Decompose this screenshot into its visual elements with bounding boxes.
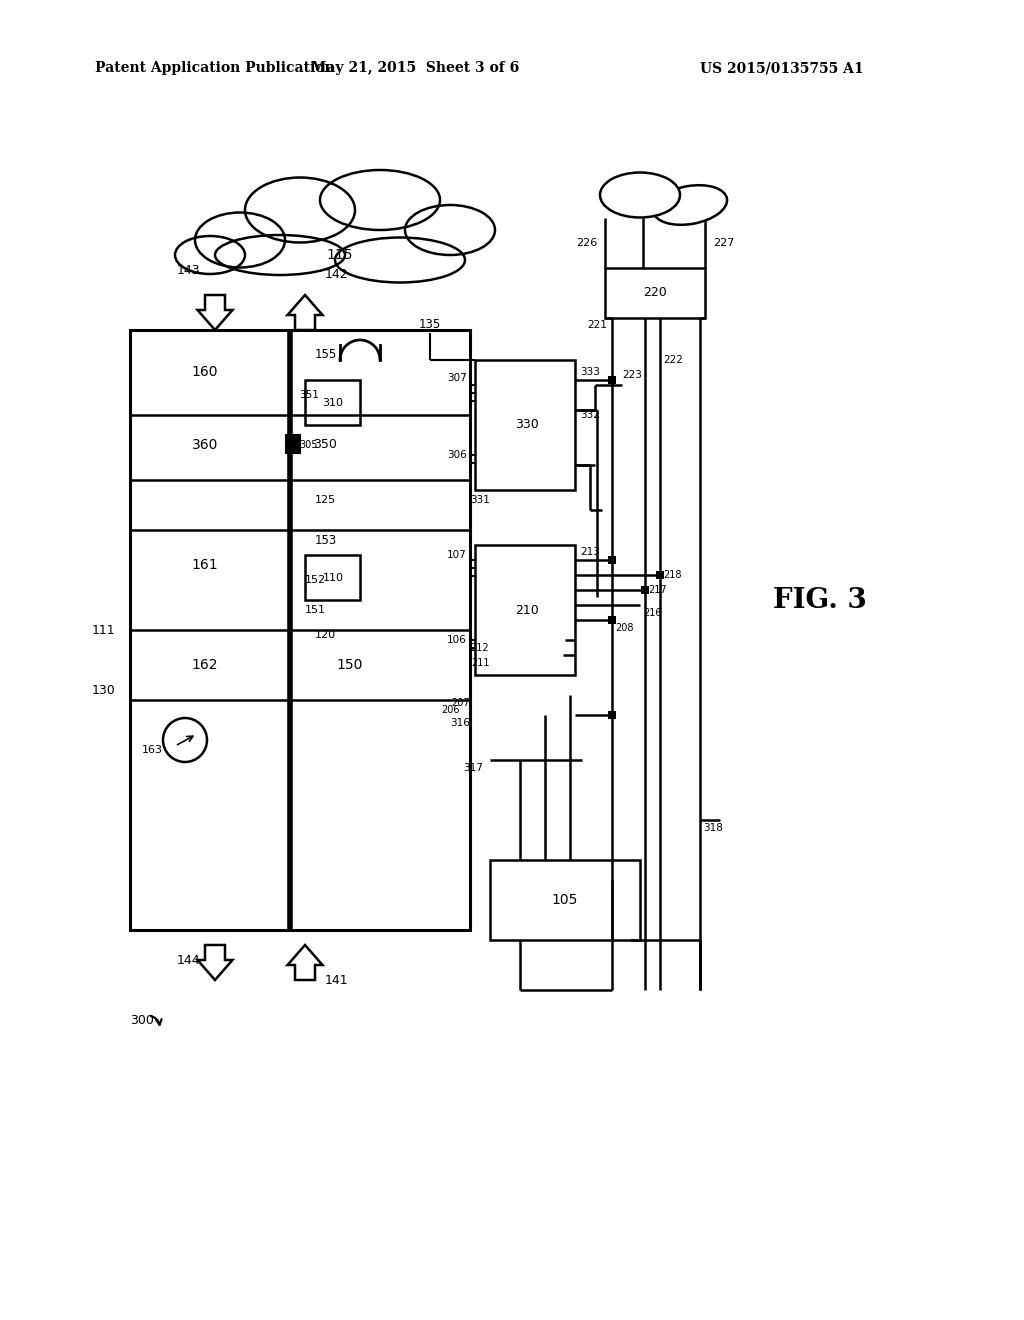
Text: 216: 216	[643, 609, 662, 618]
FancyArrow shape	[198, 945, 232, 979]
Bar	[475, 545, 575, 675]
Text: 125: 125	[315, 495, 336, 506]
FancyArrow shape	[198, 294, 232, 330]
Text: 151: 151	[304, 605, 326, 615]
Text: 120: 120	[315, 630, 336, 640]
Text: 105: 105	[552, 894, 579, 907]
Text: 318: 318	[703, 822, 723, 833]
Text: 226: 226	[575, 238, 597, 248]
Ellipse shape	[245, 177, 355, 243]
Text: 317: 317	[463, 763, 483, 774]
Text: 217: 217	[648, 585, 667, 595]
Bar	[490, 861, 640, 940]
Text: 230: 230	[633, 189, 656, 202]
Bar	[305, 554, 360, 601]
Text: US 2015/0135755 A1: US 2015/0135755 A1	[700, 61, 863, 75]
Text: 305: 305	[299, 440, 317, 450]
Text: 155: 155	[315, 348, 337, 362]
Text: 316: 316	[451, 718, 470, 729]
Text: 163: 163	[142, 744, 163, 755]
Bar	[305, 380, 360, 425]
Text: 206: 206	[441, 705, 460, 715]
Text: 110: 110	[323, 573, 343, 583]
Text: 350: 350	[313, 438, 337, 451]
Text: 222: 222	[663, 355, 683, 366]
Text: 223: 223	[623, 370, 642, 380]
Bar	[608, 376, 616, 384]
Text: 333: 333	[580, 367, 600, 378]
Text: 227: 227	[713, 238, 734, 248]
Text: 208: 208	[615, 623, 634, 634]
Ellipse shape	[195, 213, 285, 268]
Text: 360: 360	[191, 438, 218, 451]
Ellipse shape	[319, 170, 440, 230]
Text: 210: 210	[515, 603, 539, 616]
Text: 218: 218	[663, 570, 682, 579]
Bar	[605, 268, 705, 318]
Text: 162: 162	[191, 657, 218, 672]
Text: 135: 135	[419, 318, 441, 331]
Text: 212: 212	[471, 643, 489, 653]
Text: 221: 221	[587, 319, 607, 330]
Text: May 21, 2015  Sheet 3 of 6: May 21, 2015 Sheet 3 of 6	[311, 61, 519, 75]
FancyArrow shape	[288, 294, 323, 330]
Text: 142: 142	[325, 268, 348, 281]
FancyArrow shape	[288, 945, 323, 979]
Text: 207: 207	[452, 698, 470, 708]
Ellipse shape	[406, 205, 495, 255]
Text: 152: 152	[304, 576, 326, 585]
Text: 130: 130	[91, 684, 115, 697]
Bar	[608, 556, 616, 564]
Text: 220: 220	[643, 286, 667, 300]
Text: 107: 107	[447, 550, 467, 560]
Bar	[608, 711, 616, 719]
Ellipse shape	[600, 173, 680, 218]
Text: 150: 150	[337, 657, 364, 672]
Ellipse shape	[653, 185, 727, 224]
Bar	[608, 616, 616, 624]
Text: 144: 144	[176, 953, 200, 966]
Text: Patent Application Publication: Patent Application Publication	[95, 61, 335, 75]
Ellipse shape	[175, 236, 245, 275]
Text: 153: 153	[315, 533, 337, 546]
Text: 111: 111	[91, 623, 115, 636]
Text: 300: 300	[130, 1014, 154, 1027]
Text: 115: 115	[327, 248, 353, 261]
Bar	[130, 330, 470, 931]
Text: 143: 143	[176, 264, 200, 276]
Ellipse shape	[335, 238, 465, 282]
Text: 213: 213	[580, 546, 600, 557]
Text: 106: 106	[447, 635, 467, 645]
Text: 161: 161	[191, 558, 218, 572]
Text: 160: 160	[191, 366, 218, 379]
Text: 211: 211	[471, 657, 489, 668]
Bar	[656, 572, 664, 579]
Text: 330: 330	[515, 418, 539, 432]
Ellipse shape	[215, 235, 345, 275]
Bar	[286, 436, 300, 453]
Text: FIG. 3: FIG. 3	[773, 586, 867, 614]
Text: 351: 351	[299, 389, 318, 400]
Text: 141: 141	[325, 974, 348, 986]
Bar	[641, 586, 649, 594]
Text: 307: 307	[447, 374, 467, 383]
Bar	[475, 360, 575, 490]
Text: 331: 331	[470, 495, 489, 506]
Text: 310: 310	[323, 399, 343, 408]
Text: 332: 332	[580, 411, 600, 420]
Text: 306: 306	[447, 450, 467, 459]
